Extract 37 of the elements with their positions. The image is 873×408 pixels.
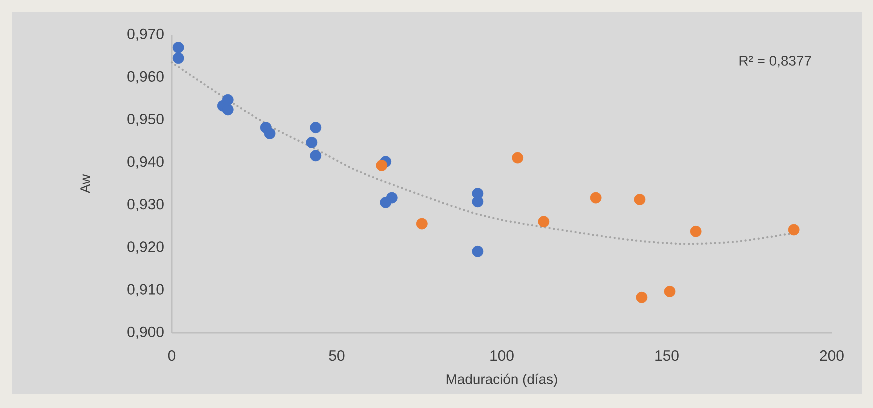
point (690, 226, 702, 238)
point (222, 94, 234, 106)
point (222, 104, 234, 116)
point (172, 42, 184, 54)
point (788, 224, 800, 236)
point (172, 52, 184, 64)
y-tick-label: 0,930 (128, 199, 164, 212)
point (416, 218, 428, 230)
point (380, 197, 392, 208)
point (472, 246, 484, 258)
y-tick-label: 0,900 (128, 326, 164, 340)
y-tick-label: 0,960 (128, 71, 164, 84)
x-tick-label: 50 (329, 350, 345, 362)
x-axis-title: Maduración (días) (446, 374, 558, 388)
point (310, 122, 322, 134)
x-tick-label: 100 (490, 350, 514, 362)
point (538, 216, 550, 228)
point (310, 150, 322, 162)
x-tick-label: 150 (656, 350, 679, 362)
point (306, 137, 318, 148)
point (264, 128, 276, 140)
y-tick-label: 0,940 (128, 156, 164, 169)
x-tick-label: 200 (820, 350, 844, 362)
y-axis-title: Aw (80, 174, 90, 194)
y-tick-label: 0,920 (128, 242, 164, 254)
point (634, 194, 646, 206)
x-tick-label: 0 (168, 350, 176, 362)
point (664, 286, 676, 298)
point (636, 292, 648, 304)
point (512, 152, 524, 164)
point (472, 196, 484, 208)
point (590, 192, 602, 204)
y-tick-label: 0,970 (128, 28, 164, 42)
y-tick-label: 0,950 (128, 114, 164, 126)
annotation: R² = 0,8377 (740, 56, 812, 68)
y-tick-label: 0,910 (128, 284, 164, 297)
point (376, 160, 388, 172)
